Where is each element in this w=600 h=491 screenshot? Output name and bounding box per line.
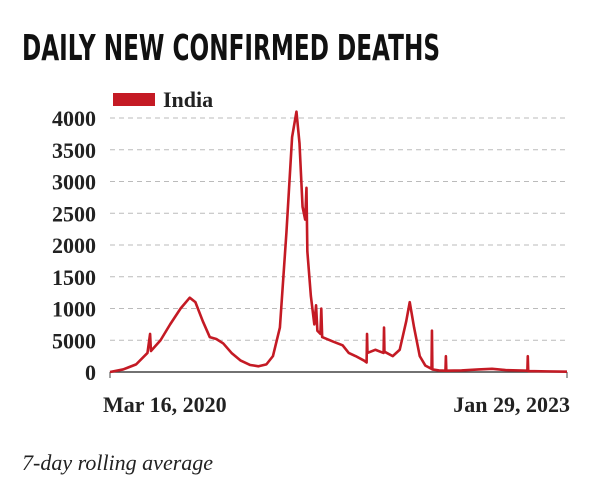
y-tick-label: 0 bbox=[85, 360, 96, 385]
y-tick-label: 4000 bbox=[52, 106, 96, 131]
x-tick-label: Jan 29, 2023 bbox=[453, 392, 570, 417]
x-tick-label: Mar 16, 2020 bbox=[103, 392, 227, 417]
y-tick-label: 1000 bbox=[52, 297, 96, 322]
legend-swatch bbox=[113, 93, 155, 106]
note: 7-day rolling average bbox=[22, 450, 213, 475]
y-tick-label: 3000 bbox=[52, 170, 96, 195]
line bbox=[109, 110, 568, 374]
y-tick-label: 1500 bbox=[52, 265, 96, 290]
y-tick-label: 3500 bbox=[52, 138, 96, 163]
legend-label: India bbox=[163, 87, 213, 112]
y-tick-label: 5000 bbox=[52, 328, 96, 353]
chart-title: DAILY NEW CONFIRMED DEATHS bbox=[22, 28, 440, 69]
y-tick-label: 2500 bbox=[52, 201, 96, 226]
y-tick-label: 2000 bbox=[52, 233, 96, 258]
